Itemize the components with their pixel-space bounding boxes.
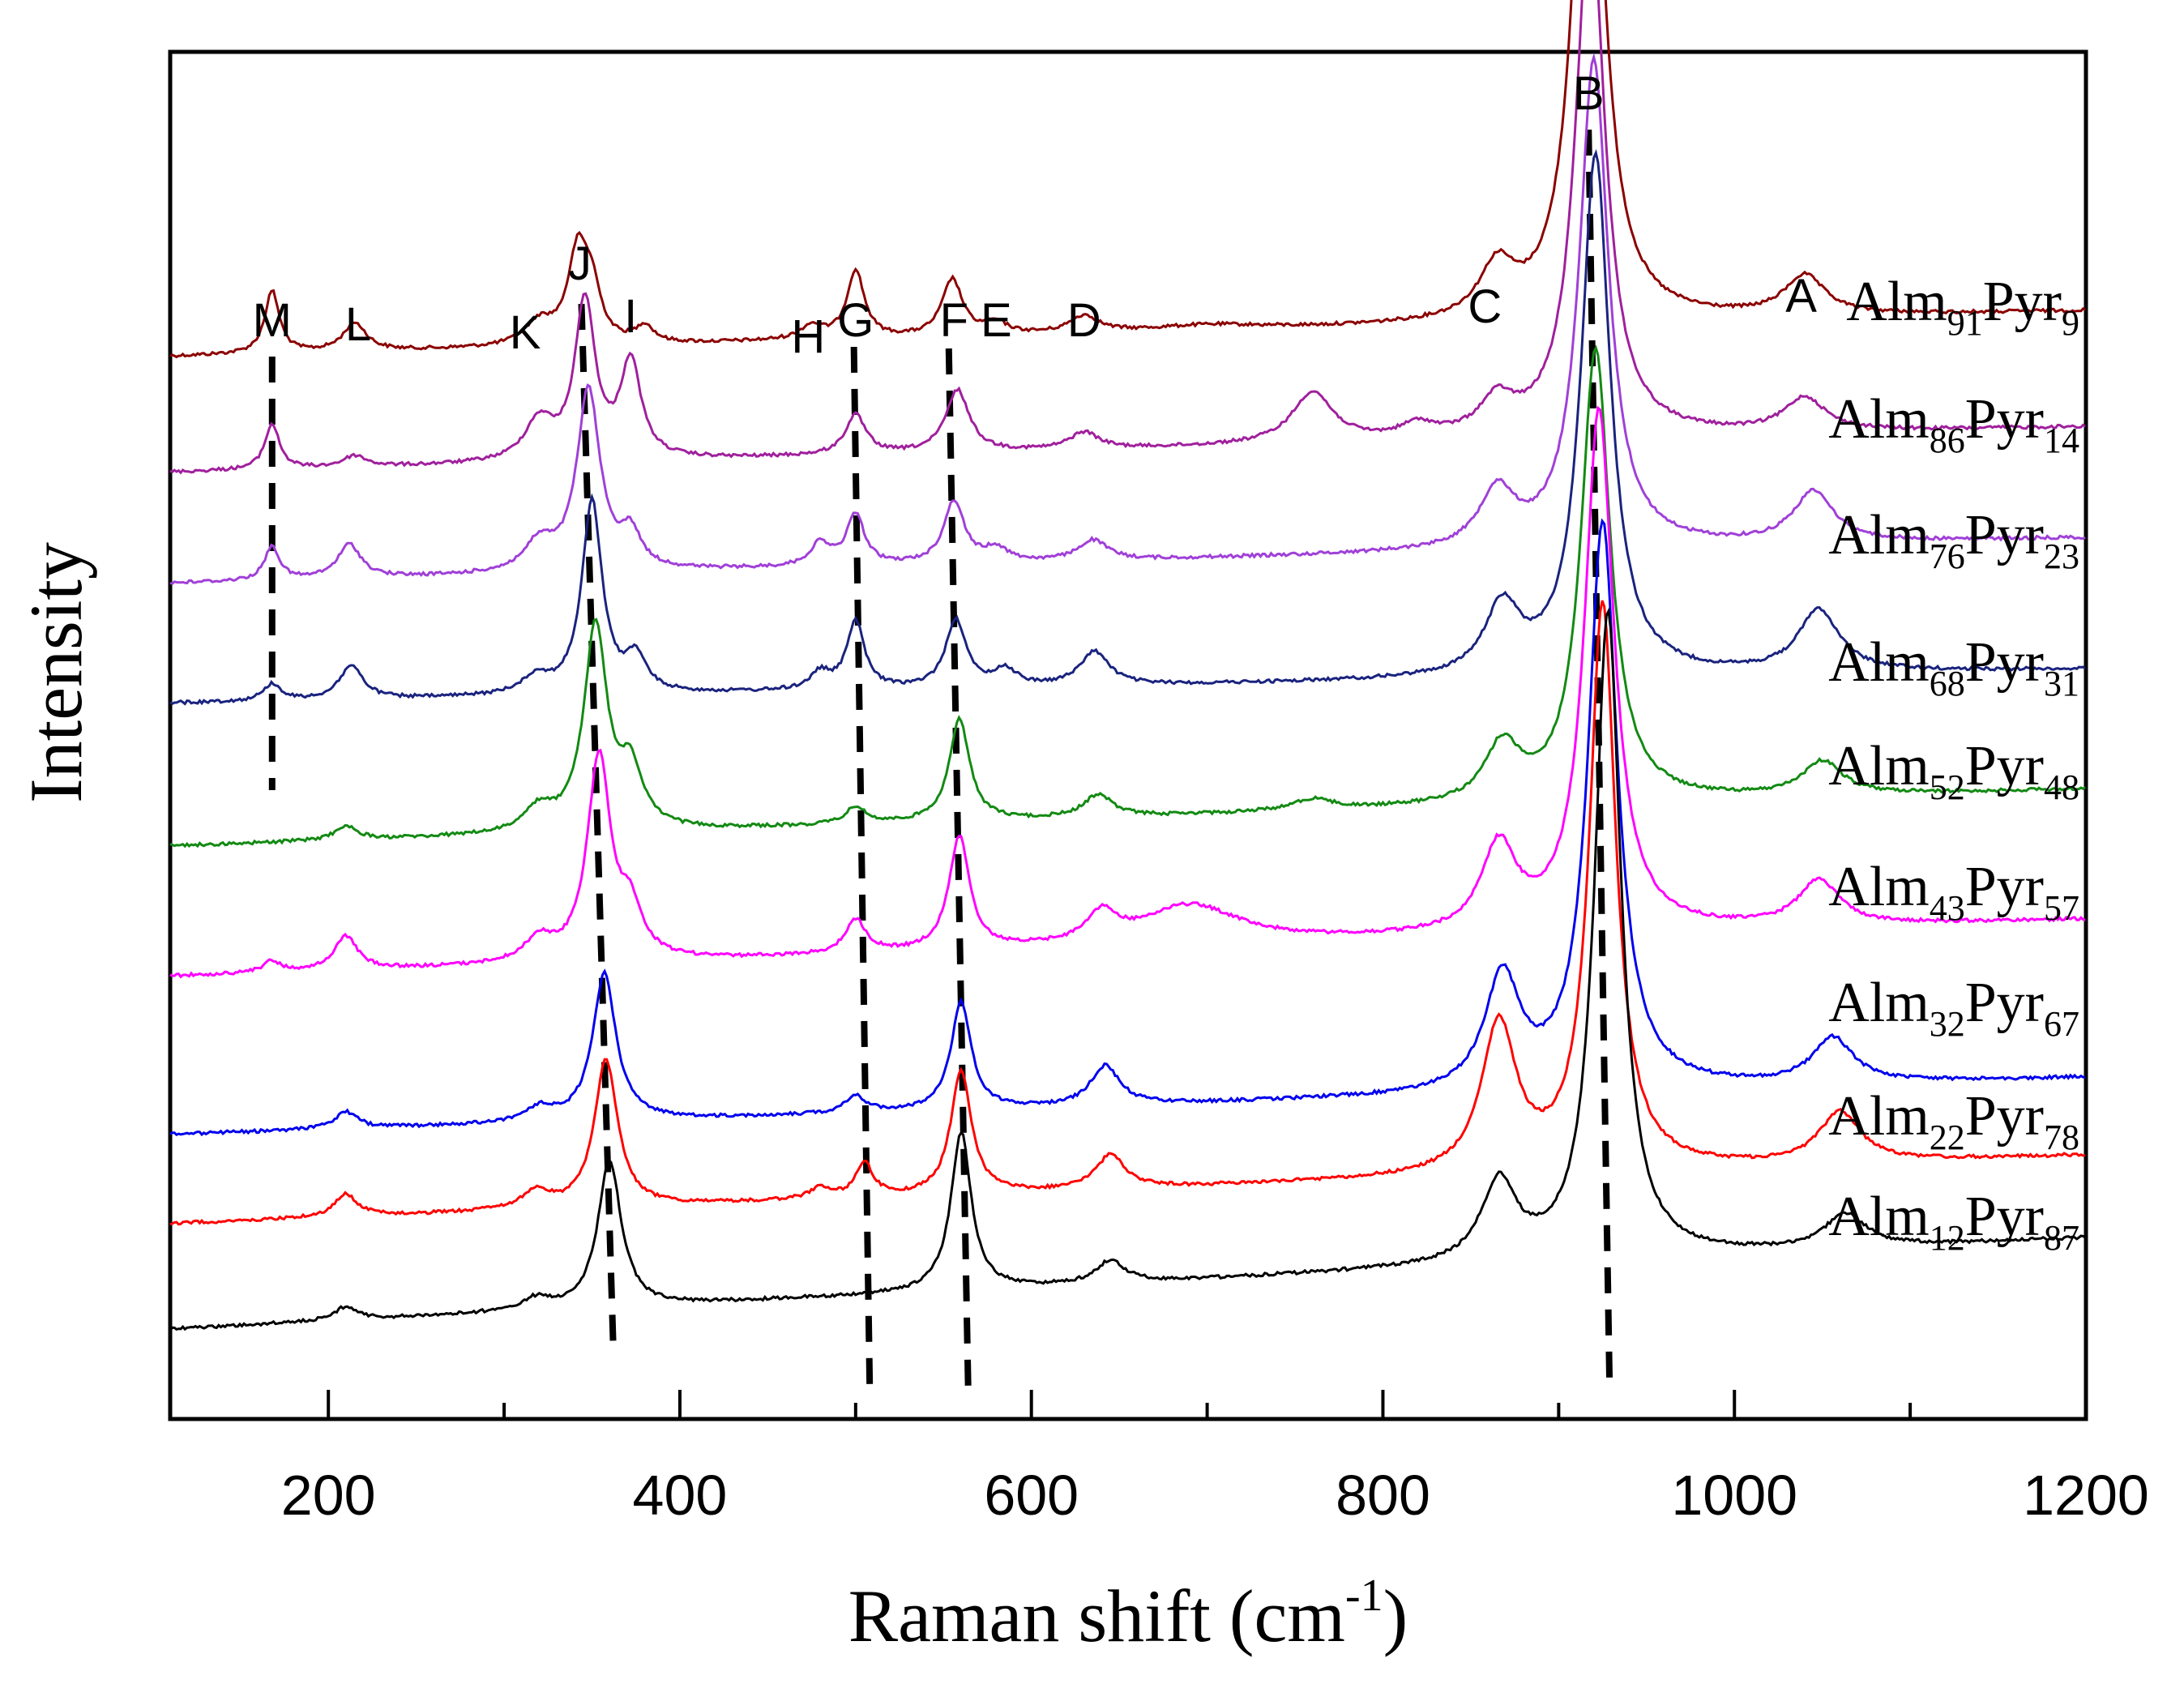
peak-label: C: [1468, 280, 1502, 333]
series-label: Alm22Pyr78: [1828, 1085, 2079, 1157]
peak-label: L: [345, 298, 371, 351]
series-line: [169, 0, 2086, 475]
peak-guide-lines: [268, 129, 1613, 1391]
peak-label: H: [791, 310, 825, 363]
peak-label: A: [1785, 270, 1817, 323]
x-tick-label: 400: [633, 1464, 728, 1527]
x-tick-label: 200: [281, 1464, 376, 1527]
peak-label: M: [253, 294, 292, 347]
spectra-series: [169, 0, 2087, 1331]
peak-letter-labels: M L KJI H G F E D C B A: [253, 67, 1818, 363]
peak-label: K: [510, 306, 541, 359]
series-label: Alm52Pyr48: [1828, 735, 2079, 807]
series-line: [169, 405, 2086, 979]
peak-label: I: [624, 290, 637, 343]
series-label: Alm86Pyr14: [1828, 388, 2079, 460]
series-label: Alm32Pyr67: [1828, 972, 2079, 1044]
series-label: Alm76Pyr23: [1828, 504, 2079, 576]
x-tick-label: 600: [984, 1464, 1079, 1527]
series-line: [169, 518, 2086, 1137]
series-label: Alm12Pyr87: [1828, 1186, 2079, 1258]
peak-label: G: [837, 294, 874, 347]
series-label: Alm68Pyr31: [1828, 631, 2079, 703]
peak-label: J: [568, 237, 592, 290]
x-tick-label: 1200: [2023, 1464, 2149, 1527]
series-composition-labels: Alm91Pyr9 Alm86Pyr14 Alm76Pyr23 Alm68Pyr31 A…: [1828, 271, 2079, 1258]
x-tick-label: 1000: [1671, 1464, 1797, 1527]
x-axis-title: Raman shift (cm-1): [848, 1571, 1408, 1657]
peak-guide-line: [850, 346, 874, 1387]
x-tick-label: 800: [1336, 1464, 1430, 1527]
series-line: [169, 52, 2086, 585]
series-line: [169, 606, 2086, 1331]
plot-frame: [168, 49, 2088, 1421]
series-line: [169, 148, 2086, 706]
peak-label: D: [1067, 294, 1101, 347]
peak-label: E: [981, 294, 1012, 347]
peak-guide-line: [945, 348, 972, 1387]
peak-label: B: [1573, 67, 1605, 120]
y-axis-title: Intensity: [15, 542, 97, 803]
peak-guide-line: [578, 303, 617, 1342]
series-label: Alm43Pyr57: [1828, 856, 2079, 928]
series-line: [169, 0, 2086, 359]
series-line: [169, 344, 2087, 848]
series-line: [169, 600, 2086, 1226]
peak-label: F: [940, 294, 968, 347]
x-axis-ticks: 200 400 600 800 1000 1200: [281, 1390, 2149, 1527]
series-label: Alm91Pyr9: [1846, 271, 2079, 343]
